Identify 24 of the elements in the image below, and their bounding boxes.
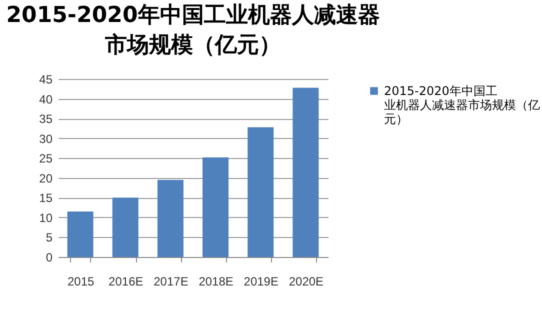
bar [292, 88, 319, 257]
y-tick-label: 10 [39, 210, 53, 225]
x-tick-label: 2015 [67, 274, 94, 288]
chart-title: 2015-2020年中国工业机器人减速器市场规模（亿元） [6, 3, 380, 58]
y-tick-label: 5 [46, 230, 53, 245]
y-tick-label: 0 [46, 250, 53, 264]
y-tick-label: 45 [39, 72, 53, 86]
y-tick-label: 35 [39, 112, 53, 126]
bar [202, 157, 229, 257]
x-tick-label: 2018E [198, 274, 234, 288]
bar [157, 180, 184, 257]
y-tick-label: 25 [39, 152, 53, 166]
legend-label: 2015-2020年中国工业机器人减速器市场规模（亿元） [384, 84, 540, 126]
y-tick-label: 40 [39, 92, 53, 106]
x-tick-label: 2017E [154, 274, 188, 288]
y-tick-label: 15 [39, 191, 53, 206]
x-tick-label: 2019E [244, 274, 278, 288]
bar [67, 212, 94, 257]
bar [248, 127, 274, 257]
y-tick-label: 30 [39, 132, 53, 146]
x-tick-label: 2020E [288, 274, 324, 288]
bar [112, 198, 138, 257]
x-tick-label: 2016E [108, 274, 144, 288]
y-tick-label: 20 [39, 171, 53, 186]
